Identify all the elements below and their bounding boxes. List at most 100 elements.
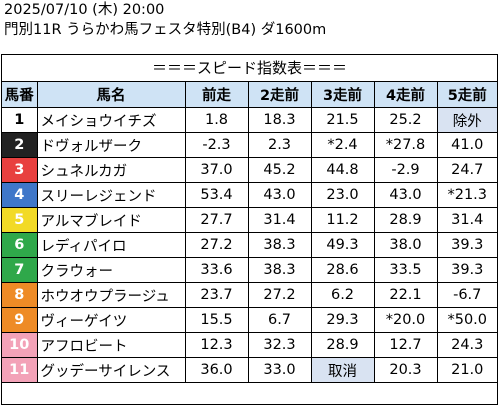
speed-index-cell: 33.5 bbox=[373, 257, 438, 283]
horse-number-cell: 7 bbox=[2, 257, 38, 283]
speed-index-cell: 21.0 bbox=[436, 357, 497, 383]
speed-index-cell: *21.3 bbox=[436, 182, 497, 208]
race-title: 門別11R うらかわ馬フェスタ特別(B4) ダ1600m bbox=[4, 22, 327, 38]
table-row: 7 クラウォー 33.6 38.3 28.6 33.5 39.3 bbox=[2, 257, 497, 283]
col-header-5-races-ago: 5走前 bbox=[436, 81, 497, 108]
speed-index-cell: 28.9 bbox=[310, 332, 375, 358]
speed-index-cell: 22.1 bbox=[373, 282, 438, 308]
speed-index-cell: 39.3 bbox=[436, 232, 497, 258]
speed-index-cell: 1.8 bbox=[184, 107, 249, 133]
horse-number-cell: 3 bbox=[2, 157, 38, 183]
speed-index-cell: 27.2 bbox=[247, 282, 312, 308]
speed-index-cell: 31.4 bbox=[436, 207, 497, 233]
horse-name-cell: スリーレジェンド bbox=[36, 182, 186, 208]
horse-number-cell: 8 bbox=[2, 282, 38, 308]
horse-name-cell: アルマブレイド bbox=[36, 207, 186, 233]
speed-index-cell: 25.2 bbox=[373, 107, 438, 133]
speed-index-cell: 2.3 bbox=[247, 132, 312, 158]
table-header-row: 馬番 馬名 前走 2走前 3走前 4走前 5走前 bbox=[2, 81, 497, 108]
horse-number-cell: 1 bbox=[2, 107, 38, 133]
speed-index-cell: 21.5 bbox=[310, 107, 375, 133]
horse-name-cell: メイショウイチズ bbox=[36, 107, 186, 133]
speed-index-cell: 27.7 bbox=[184, 207, 249, 233]
horse-name-cell: ヴィーゲイツ bbox=[36, 307, 186, 333]
col-header-4-races-ago: 4走前 bbox=[373, 81, 438, 108]
table-row: 8 ホウオウプラージュ 23.7 27.2 6.2 22.1 -6.7 bbox=[2, 282, 497, 308]
speed-index-cell: 12.7 bbox=[373, 332, 438, 358]
table-row: 6 レディパイロ 27.2 38.3 49.3 38.0 39.3 bbox=[2, 232, 497, 258]
speed-index-cell: *20.0 bbox=[373, 307, 438, 333]
speed-index-cell: 28.6 bbox=[310, 257, 375, 283]
table-row: 5 アルマブレイド 27.7 31.4 11.2 28.9 31.4 bbox=[2, 207, 497, 233]
speed-index-cell: 38.3 bbox=[247, 232, 312, 258]
speed-index-table: 馬番 馬名 前走 2走前 3走前 4走前 5走前 1 メイショウイチズ 1.8 18.… bbox=[2, 81, 497, 383]
horse-number-cell: 10 bbox=[2, 332, 38, 358]
horse-name-cell: ドヴォルザーク bbox=[36, 132, 186, 158]
table-row: 10 アフロビート 12.3 32.3 28.9 12.7 24.3 bbox=[2, 332, 497, 358]
speed-index-cell: 33.0 bbox=[247, 357, 312, 383]
speed-index-cell: 49.3 bbox=[310, 232, 375, 258]
speed-index-cell: *50.0 bbox=[436, 307, 497, 333]
horse-name-cell: クラウォー bbox=[36, 257, 186, 283]
speed-index-cell: -2.3 bbox=[184, 132, 249, 158]
speed-index-cell: 32.3 bbox=[247, 332, 312, 358]
horse-number-cell: 5 bbox=[2, 207, 38, 233]
speed-index-cell: 28.9 bbox=[373, 207, 438, 233]
speed-index-cell: 29.3 bbox=[310, 307, 375, 333]
speed-index-cell: 41.0 bbox=[436, 132, 497, 158]
speed-index-cell: -2.9 bbox=[373, 157, 438, 183]
speed-index-cell: 38.0 bbox=[373, 232, 438, 258]
speed-index-cell: 43.0 bbox=[247, 182, 312, 208]
table-banner: ＝＝＝スピード指数表＝＝＝ bbox=[151, 59, 347, 77]
horse-name-cell: ホウオウプラージュ bbox=[36, 282, 186, 308]
speed-index-cell: 24.7 bbox=[436, 157, 497, 183]
speed-index-cell: 44.8 bbox=[310, 157, 375, 183]
speed-index-cell: 18.3 bbox=[247, 107, 312, 133]
horse-name-cell: アフロビート bbox=[36, 332, 186, 358]
speed-index-cell: 39.3 bbox=[436, 257, 497, 283]
speed-index-cell: -6.7 bbox=[436, 282, 497, 308]
speed-index-cell: 45.2 bbox=[247, 157, 312, 183]
col-header-3-races-ago: 3走前 bbox=[310, 81, 375, 108]
col-header-2-races-ago: 2走前 bbox=[247, 81, 312, 108]
speed-index-cell: 23.0 bbox=[310, 182, 375, 208]
speed-index-cell: 23.7 bbox=[184, 282, 249, 308]
speed-index-cell: *2.4 bbox=[310, 132, 375, 158]
horse-number-cell: 9 bbox=[2, 307, 38, 333]
speed-index-cell: 6.7 bbox=[247, 307, 312, 333]
speed-index-cell: 37.0 bbox=[184, 157, 249, 183]
speed-index-cell: 27.2 bbox=[184, 232, 249, 258]
speed-index-cell: *27.8 bbox=[373, 132, 438, 158]
horse-number-cell: 6 bbox=[2, 232, 38, 258]
horse-number-cell: 11 bbox=[2, 357, 38, 383]
horse-number-cell: 4 bbox=[2, 182, 38, 208]
horse-name-cell: グッデーサイレンス bbox=[36, 357, 186, 383]
speed-index-cell: 12.3 bbox=[184, 332, 249, 358]
speed-index-cell: 24.3 bbox=[436, 332, 497, 358]
table-row: 4 スリーレジェンド 53.4 43.0 23.0 43.0 *21.3 bbox=[2, 182, 497, 208]
horse-name-cell: レディパイロ bbox=[36, 232, 186, 258]
table-row: 2 ドヴォルザーク -2.3 2.3 *2.4 *27.8 41.0 bbox=[2, 132, 497, 158]
speed-index-panel: ＝＝＝スピード指数表＝＝＝ 馬番 馬名 前走 2走前 3走前 4走前 5走前 1… bbox=[1, 54, 498, 405]
speed-index-cell: 36.0 bbox=[184, 357, 249, 383]
speed-index-cell: 6.2 bbox=[310, 282, 375, 308]
speed-index-cell: 除外 bbox=[436, 107, 497, 133]
race-datetime: 2025/07/10 (木) 20:00 bbox=[4, 2, 165, 18]
col-header-horse-name: 馬名 bbox=[36, 81, 186, 108]
speed-index-cell: 31.4 bbox=[247, 207, 312, 233]
col-header-last-race: 前走 bbox=[184, 81, 249, 108]
speed-index-cell: 38.3 bbox=[247, 257, 312, 283]
speed-index-cell: 取消 bbox=[310, 357, 375, 383]
speed-index-cell: 43.0 bbox=[373, 182, 438, 208]
race-header: 2025/07/10 (木) 20:00 門別11R うらかわ馬フェスタ特別(B… bbox=[4, 0, 497, 40]
col-header-number: 馬番 bbox=[2, 81, 38, 108]
table-row: 1 メイショウイチズ 1.8 18.3 21.5 25.2 除外 bbox=[2, 107, 497, 133]
speed-index-cell: 15.5 bbox=[184, 307, 249, 333]
table-row: 9 ヴィーゲイツ 15.5 6.7 29.3 *20.0 *50.0 bbox=[2, 307, 497, 333]
table-row: 11 グッデーサイレンス 36.0 33.0 取消 20.3 21.0 bbox=[2, 357, 497, 383]
speed-index-cell: 20.3 bbox=[373, 357, 438, 383]
horse-number-cell: 2 bbox=[2, 132, 38, 158]
horse-name-cell: シュネルカガ bbox=[36, 157, 186, 183]
speed-index-cell: 33.6 bbox=[184, 257, 249, 283]
table-row: 3 シュネルカガ 37.0 45.2 44.8 -2.9 24.7 bbox=[2, 157, 497, 183]
